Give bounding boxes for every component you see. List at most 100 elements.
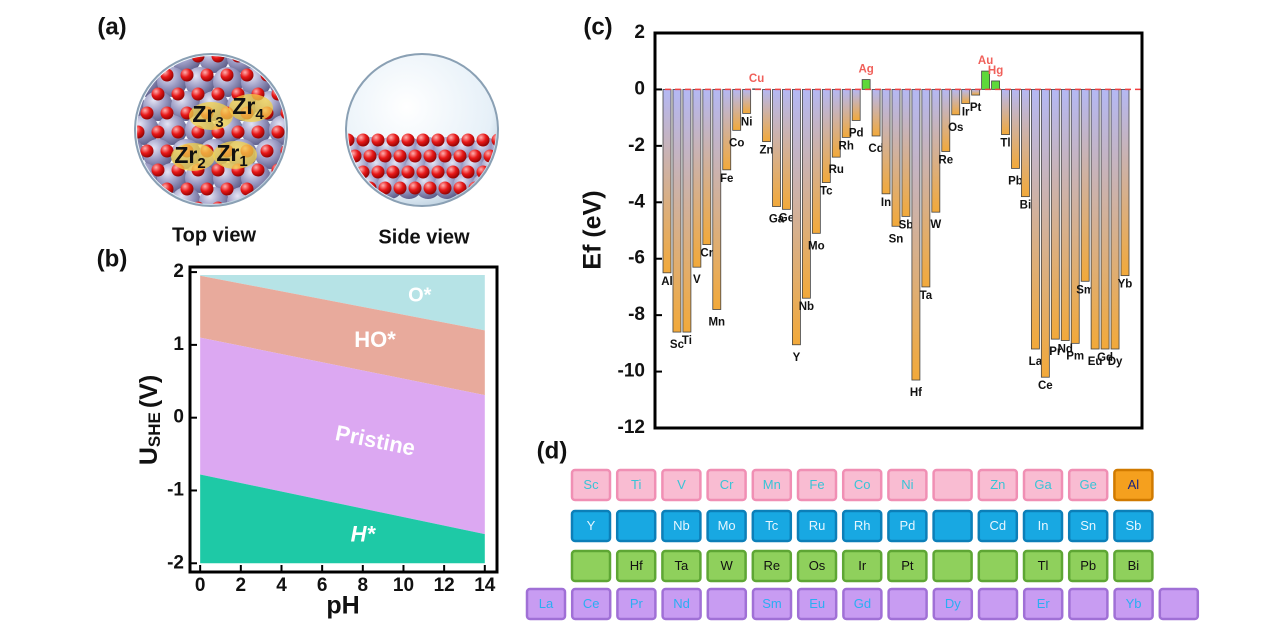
o-atom	[137, 56, 145, 63]
zr-atom	[283, 56, 285, 73]
bar-label: Dy	[1108, 356, 1123, 368]
bar-label: Y	[793, 352, 801, 364]
o-atom	[386, 165, 400, 179]
element-symbol: Nd	[673, 596, 690, 611]
element-symbol: Pr	[630, 596, 644, 611]
element-cell	[706, 549, 747, 583]
element-cell	[1022, 468, 1064, 502]
bar	[732, 89, 742, 131]
phase-region	[200, 337, 485, 535]
element-cell	[570, 587, 612, 621]
bar-label: Hg	[988, 65, 1003, 77]
o-atom	[137, 163, 145, 177]
element-symbol: Gd	[854, 596, 871, 611]
element-symbol: Ru	[809, 518, 826, 533]
element-symbol: Tc	[765, 518, 779, 533]
zr-atom	[255, 187, 285, 204]
bar	[851, 89, 861, 121]
zr-atom	[297, 67, 327, 97]
plot-frame	[653, 31, 1144, 430]
element-cell	[616, 587, 657, 621]
y-tick-label: -10	[618, 361, 645, 382]
o-atom	[371, 133, 385, 147]
element-cell	[1067, 468, 1109, 502]
bar	[951, 89, 961, 116]
element-cell	[1068, 587, 1109, 621]
o-atom	[191, 125, 205, 139]
phase-region	[200, 275, 485, 331]
element-cell	[661, 587, 702, 621]
zr-label: Zr1	[216, 140, 247, 170]
bar-label: Ag	[858, 64, 873, 76]
bar-label: Cd	[868, 143, 883, 155]
element-cell	[1067, 549, 1109, 583]
bar	[722, 89, 732, 171]
bar-label: Pd	[849, 127, 864, 139]
element-cell	[751, 509, 793, 543]
bar	[762, 89, 771, 143]
o-atom	[271, 56, 285, 63]
y-tick-label: -1	[167, 479, 184, 500]
element-symbol: Co	[854, 477, 871, 492]
zr-atom	[137, 187, 145, 204]
bar-label: Mn	[708, 317, 725, 329]
bar	[891, 89, 901, 227]
o-atom	[260, 144, 274, 158]
zr-glow	[213, 141, 257, 169]
o-atom	[301, 107, 314, 120]
bar-label: Ta	[920, 290, 933, 302]
element-symbol: Ni	[901, 477, 913, 492]
bar-label: Tl	[1000, 138, 1010, 150]
element-symbol: V	[677, 477, 686, 492]
bar	[1021, 89, 1030, 198]
x-tick-label: 2	[236, 575, 247, 596]
element-cell	[1022, 549, 1064, 583]
element-cell	[977, 509, 1019, 543]
zr-glow	[189, 102, 233, 130]
element-cell	[887, 468, 928, 502]
o-atom	[499, 150, 512, 163]
bar-label: Al	[661, 276, 673, 288]
element-symbol: Ti	[631, 477, 641, 492]
o-atom	[453, 181, 467, 195]
bar	[961, 89, 971, 104]
o-atom	[431, 133, 445, 147]
element-symbol: Pd	[899, 518, 915, 533]
bar-label: Sc	[670, 339, 685, 351]
bar-label: Zn	[760, 145, 774, 157]
element-cell	[796, 468, 838, 502]
element-symbol: Dy	[945, 596, 961, 611]
o-atom	[251, 163, 265, 177]
y-tick-label: -4	[628, 191, 645, 212]
element-cell	[887, 509, 928, 543]
region-label: H*	[351, 522, 377, 547]
o-atom	[386, 133, 400, 147]
bar-label: Fe	[720, 173, 733, 185]
bar	[1030, 89, 1040, 350]
o-atom	[356, 133, 370, 147]
x-tick-label: 4	[276, 575, 287, 596]
o-atom	[171, 201, 185, 204]
bar	[1011, 89, 1020, 169]
bar-label: Gd	[1097, 352, 1113, 364]
element-cell	[615, 549, 657, 583]
element-cell	[932, 468, 973, 502]
o-atom	[140, 182, 154, 196]
zr-label: Zr3	[192, 101, 223, 131]
o-atom	[280, 182, 285, 196]
o-atom	[438, 181, 452, 195]
o-atom	[251, 201, 265, 204]
bar-label: Ge	[779, 212, 794, 224]
o-atom	[160, 106, 174, 120]
bar	[861, 79, 871, 90]
side-view-atoms	[348, 133, 512, 199]
o-atom	[401, 133, 415, 147]
bar-label: Pt	[970, 102, 982, 114]
y-tick-label: 0	[173, 407, 184, 428]
element-symbol: Sn	[1080, 518, 1096, 533]
element-cell	[1113, 509, 1154, 543]
o-atom	[271, 125, 285, 139]
element-cell	[1022, 587, 1064, 621]
y-tick-label: -8	[628, 304, 645, 325]
zr-atom	[137, 56, 145, 73]
